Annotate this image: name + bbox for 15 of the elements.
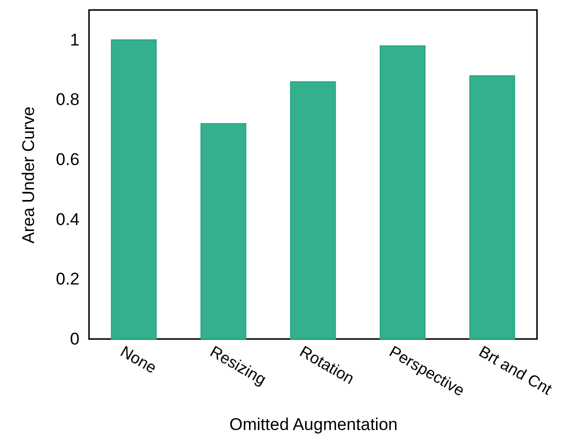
bar	[290, 81, 336, 340]
y-axis-title: Area Under Curve	[18, 106, 38, 244]
bar	[110, 39, 157, 340]
y-tick-label: 0.4	[56, 210, 80, 229]
y-tick-label: 0.2	[56, 270, 80, 289]
y-tick-label: 0.8	[56, 90, 80, 110]
y-tick-label: 0	[70, 330, 80, 348]
x-tick-label: Brt and Cnt	[476, 344, 555, 399]
y-tick-label: 1	[70, 30, 80, 50]
y-tick-label: 0.6	[56, 150, 80, 170]
bar	[200, 123, 246, 340]
x-axis-title: Omitted Augmentation	[229, 415, 398, 434]
x-tick-label: None	[117, 344, 160, 378]
bar	[380, 45, 426, 340]
bar	[469, 75, 516, 340]
